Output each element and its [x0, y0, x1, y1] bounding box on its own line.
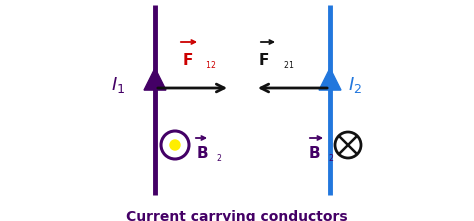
Polygon shape: [144, 68, 166, 90]
Text: Current carrying conductors: Current carrying conductors: [126, 210, 348, 221]
Polygon shape: [319, 68, 341, 90]
Text: $_{12}$: $_{12}$: [205, 60, 216, 72]
Text: $\mathbf{B}$: $\mathbf{B}$: [196, 145, 209, 161]
Text: $_{21}$: $_{21}$: [283, 60, 294, 72]
Text: $\mathbf{F}$: $\mathbf{F}$: [258, 52, 269, 68]
Text: $_2$: $_2$: [216, 153, 222, 165]
Circle shape: [170, 140, 180, 150]
Text: $I_1$: $I_1$: [111, 75, 125, 95]
Text: $\mathbf{F}$: $\mathbf{F}$: [182, 52, 193, 68]
Text: $_2$: $_2$: [328, 153, 334, 165]
Text: $\mathbf{B}$: $\mathbf{B}$: [308, 145, 320, 161]
Circle shape: [335, 132, 361, 158]
Circle shape: [161, 131, 189, 159]
Text: $I_2$: $I_2$: [348, 75, 362, 95]
